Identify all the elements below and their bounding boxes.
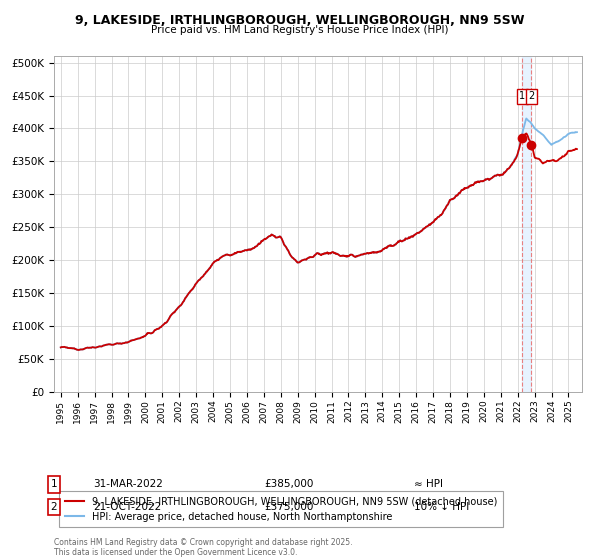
Text: £375,000: £375,000 bbox=[264, 502, 313, 512]
Text: 2: 2 bbox=[529, 91, 535, 101]
Text: 9, LAKESIDE, IRTHLINGBOROUGH, WELLINGBOROUGH, NN9 5SW: 9, LAKESIDE, IRTHLINGBOROUGH, WELLINGBOR… bbox=[75, 14, 525, 27]
Text: 31-MAR-2022: 31-MAR-2022 bbox=[93, 479, 163, 489]
Text: Contains HM Land Registry data © Crown copyright and database right 2025.
This d: Contains HM Land Registry data © Crown c… bbox=[54, 538, 353, 557]
Text: 2: 2 bbox=[50, 502, 58, 512]
Bar bbox=[522, 56, 531, 392]
Text: 1: 1 bbox=[50, 479, 58, 489]
Text: £385,000: £385,000 bbox=[264, 479, 313, 489]
Text: 10% ↓ HPI: 10% ↓ HPI bbox=[414, 502, 469, 512]
Text: ≈ HPI: ≈ HPI bbox=[414, 479, 443, 489]
Legend: 9, LAKESIDE, IRTHLINGBOROUGH, WELLINGBOROUGH, NN9 5SW (detached house), HPI: Ave: 9, LAKESIDE, IRTHLINGBOROUGH, WELLINGBOR… bbox=[59, 491, 503, 528]
Text: 1: 1 bbox=[519, 91, 526, 101]
Text: Price paid vs. HM Land Registry's House Price Index (HPI): Price paid vs. HM Land Registry's House … bbox=[151, 25, 449, 35]
Text: 21-OCT-2022: 21-OCT-2022 bbox=[93, 502, 161, 512]
